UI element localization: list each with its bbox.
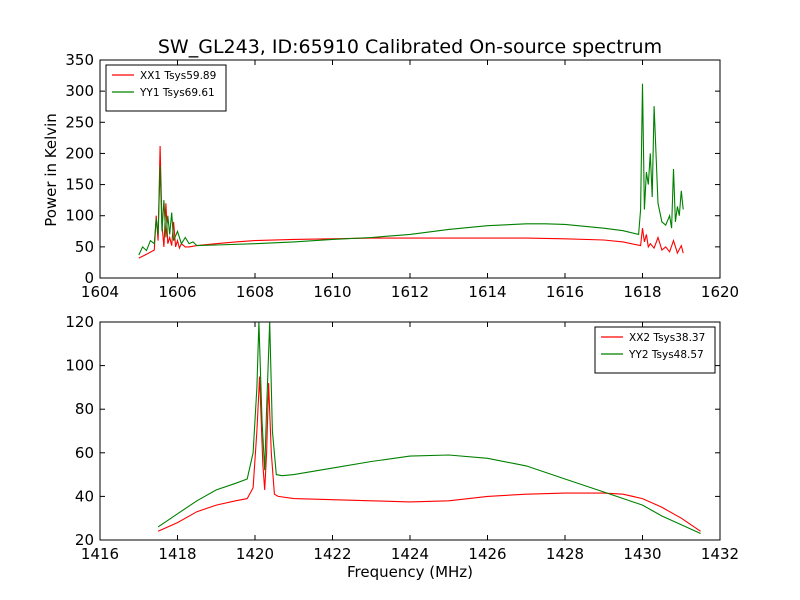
- x-tick-label: 1422: [313, 545, 351, 563]
- x-tick-label: 1606: [158, 283, 196, 301]
- plot-panel-1: 1604 1606 1608 1610 1612 1614 1616 1618 1620 0 50 1…: [65, 51, 739, 301]
- y-tick-label: 120: [65, 313, 94, 331]
- legend-label: YY1 Tsys69.61: [139, 87, 215, 99]
- y-tick-label: 100: [65, 207, 94, 225]
- x-tick-label: 1416: [81, 545, 119, 563]
- y-tick-label: 100: [65, 357, 94, 375]
- y-tick-label: 350: [65, 51, 94, 69]
- legend-box: [594, 326, 716, 374]
- x-tick-label: 1618: [623, 283, 661, 301]
- x-tick-label: 1426: [468, 545, 506, 563]
- x-tick-label: 1432: [701, 545, 739, 563]
- x-tick-label: 1608: [236, 283, 274, 301]
- x-tick-label: 1614: [468, 283, 506, 301]
- series-line-xx1: [138, 145, 684, 259]
- x-tick-label: 1420: [236, 545, 274, 563]
- x-tick-label: 1418: [158, 545, 196, 563]
- x-tick-label: 1616: [546, 283, 584, 301]
- x-tick-label: 1604: [81, 283, 119, 301]
- legend: XX2 Tsys38.37 YY2 Tsys48.57: [594, 326, 716, 374]
- series-line-xx2: [157, 376, 701, 532]
- y-tick-label: 60: [75, 444, 94, 462]
- series-line-yy1: [138, 83, 684, 256]
- x-tick-label: 1428: [546, 545, 584, 563]
- y-tick-label: 300: [65, 82, 94, 100]
- x-tick-label: 1610: [313, 283, 351, 301]
- y-tick-label: 20: [75, 531, 94, 549]
- y-axis-label: Power in Kelvin: [42, 113, 60, 227]
- chart-title: SW_GL243, ID:65910 Calibrated On-source …: [158, 36, 662, 58]
- y-tick-label: 40: [75, 487, 94, 505]
- legend: XX1 Tsys59.89 YY1 Tsys69.61: [105, 64, 227, 112]
- y-tick-label: 200: [65, 144, 94, 162]
- y-tick-label: 250: [65, 113, 94, 131]
- legend-label: XX1 Tsys59.89: [140, 70, 216, 82]
- plot-panel-2: 1416 1418 1420 1422 1424 1426 1428 1430 1432 20 40…: [65, 313, 739, 563]
- x-tick-label: 1612: [391, 283, 429, 301]
- y-tick-label: 80: [75, 400, 94, 418]
- y-tick-label: 150: [65, 176, 94, 194]
- x-tick-label: 1430: [623, 545, 661, 563]
- series-line-yy2: [157, 322, 701, 535]
- legend-box: [105, 64, 227, 112]
- legend-label: XX2 Tsys38.37: [629, 332, 705, 344]
- y-tick-label: 50: [75, 238, 94, 256]
- x-axis-label: Frequency (MHz): [347, 563, 473, 581]
- y-tick-label: 0: [84, 269, 94, 287]
- x-tick-label: 1620: [701, 283, 739, 301]
- legend-label: YY2 Tsys48.57: [628, 349, 704, 361]
- x-tick-label: 1424: [391, 545, 429, 563]
